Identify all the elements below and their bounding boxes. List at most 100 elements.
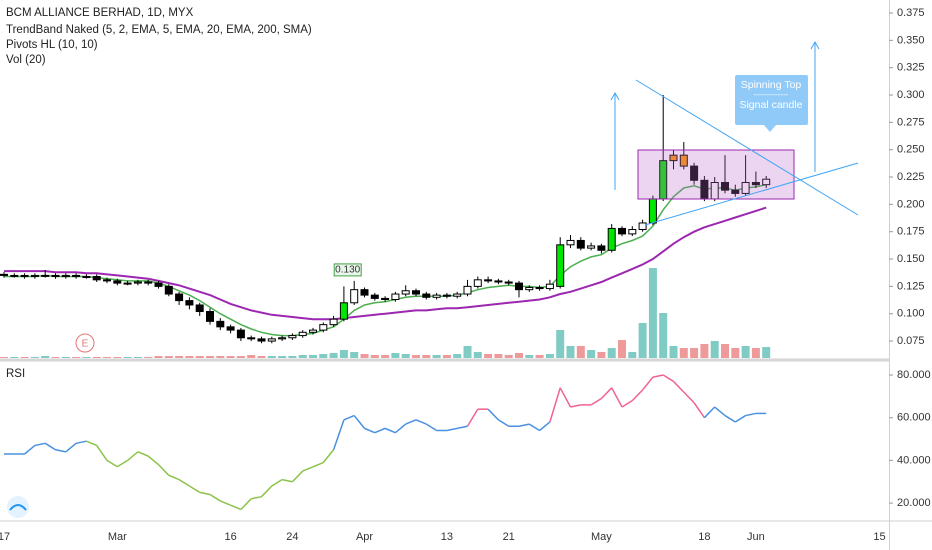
- candle-body: [453, 293, 462, 297]
- x-tick-label: Jun: [747, 531, 765, 543]
- y-tick-label: 0.150: [897, 253, 925, 265]
- volume-bar: [360, 354, 369, 358]
- candle-body: [370, 294, 379, 299]
- rsi-segment: [374, 427, 386, 434]
- volume-bar: [226, 356, 235, 358]
- pivot-label: 0.130: [335, 265, 360, 276]
- rsi-tick-label: 80.000: [897, 369, 931, 381]
- rsi-segment: [199, 491, 211, 496]
- rsi-segment: [394, 423, 407, 434]
- candle-body: [648, 198, 657, 224]
- candle-body: [628, 229, 637, 235]
- volume-bar: [401, 354, 410, 358]
- volume-bar: [710, 341, 719, 358]
- rsi-segment: [457, 425, 468, 430]
- rsi-segment: [127, 451, 139, 461]
- callout-text: -------------: [754, 90, 789, 99]
- rsi-segment: [745, 412, 757, 417]
- volume-bar: [535, 355, 544, 358]
- sma-line: [4, 206, 767, 321]
- rsi-segment: [652, 374, 664, 378]
- candle-body: [401, 290, 410, 295]
- candle-body: [762, 178, 771, 186]
- candle-body: [391, 293, 400, 300]
- volume-bar: [309, 355, 317, 358]
- volume-bar: [278, 356, 287, 358]
- candle-body: [10, 274, 19, 277]
- callout-text: Signal candle: [739, 99, 802, 111]
- volume-bar: [154, 356, 163, 358]
- candle-body: [721, 181, 729, 191]
- candle-body: [751, 181, 760, 186]
- volume-bar: [741, 346, 750, 358]
- rsi-segment: [446, 427, 458, 432]
- rsi-segment: [498, 419, 510, 427]
- marks: 0.375 0.350 0.325 0.300 0.275 0.250 0.225 0.200…: [0, 7, 931, 543]
- volume-bar: [113, 357, 122, 358]
- candle-body: [103, 279, 111, 282]
- volume-bar: [206, 356, 214, 358]
- rsi-segment: [332, 419, 345, 450]
- candle-body: [679, 154, 688, 167]
- volume-bar: [618, 340, 626, 358]
- rsi-segment: [271, 478, 283, 487]
- volume-bar: [350, 352, 359, 358]
- y-tick-label: 0.075: [897, 335, 925, 347]
- y-tick-label: 0.350: [897, 34, 925, 46]
- y-tick-label: 0.225: [897, 171, 925, 183]
- volume-bar: [515, 353, 523, 358]
- rsi-segment: [147, 455, 159, 466]
- volume-bar: [339, 350, 348, 358]
- candle-body: [41, 274, 50, 277]
- candle-body: [545, 283, 554, 290]
- rsi-segment: [672, 380, 685, 393]
- volume-bar: [41, 356, 50, 358]
- rsi-segment: [302, 466, 314, 472]
- rsi-segment: [642, 376, 654, 391]
- candle-body: [30, 274, 39, 278]
- range-box: [637, 149, 795, 200]
- rsi-segment: [353, 415, 366, 429]
- rsi-segment: [714, 406, 726, 417]
- volume-bar: [484, 354, 493, 358]
- volume-bar: [638, 323, 647, 358]
- ema-line: [4, 183, 767, 337]
- candle-body: [556, 244, 565, 287]
- volume-bar: [216, 356, 225, 358]
- rsi-segment: [415, 419, 427, 425]
- candle-body: [381, 297, 390, 300]
- volume-bar: [576, 346, 585, 358]
- volume-bar: [453, 354, 462, 358]
- rsi-segment: [539, 421, 551, 432]
- volume-bar: [51, 357, 60, 358]
- candle-body: [216, 320, 225, 328]
- rsi-segment: [425, 423, 437, 432]
- logo-mark: [9, 504, 27, 511]
- candle-body: [206, 311, 214, 322]
- y-tick-label: 0.125: [897, 280, 925, 292]
- x-tick-label: 16: [224, 531, 236, 543]
- candle-body: [226, 326, 235, 331]
- rsi-segment: [281, 478, 293, 483]
- volume-bar: [751, 348, 760, 358]
- callout-text: Spinning Top: [741, 79, 802, 91]
- candle-body: [618, 227, 626, 235]
- y-tick-label: 0.325: [897, 62, 925, 74]
- rsi-segment: [260, 485, 273, 498]
- volume-bar: [103, 357, 111, 358]
- volume-bar: [144, 357, 153, 358]
- rsi-segment: [528, 423, 540, 432]
- y-tick-label: 0.100: [897, 308, 925, 320]
- rsi-segment: [24, 444, 36, 455]
- candle-body: [236, 329, 245, 339]
- volume-bar: [391, 353, 400, 358]
- candle-body: [267, 338, 276, 342]
- rsi-segment: [364, 427, 376, 434]
- volume-bar: [0, 357, 8, 358]
- volume-bar: [267, 356, 276, 358]
- volume-bar: [72, 357, 81, 358]
- x-tick-label: Mar: [108, 531, 127, 543]
- rsi-segment: [405, 419, 417, 425]
- x-tick-label: May: [591, 531, 612, 543]
